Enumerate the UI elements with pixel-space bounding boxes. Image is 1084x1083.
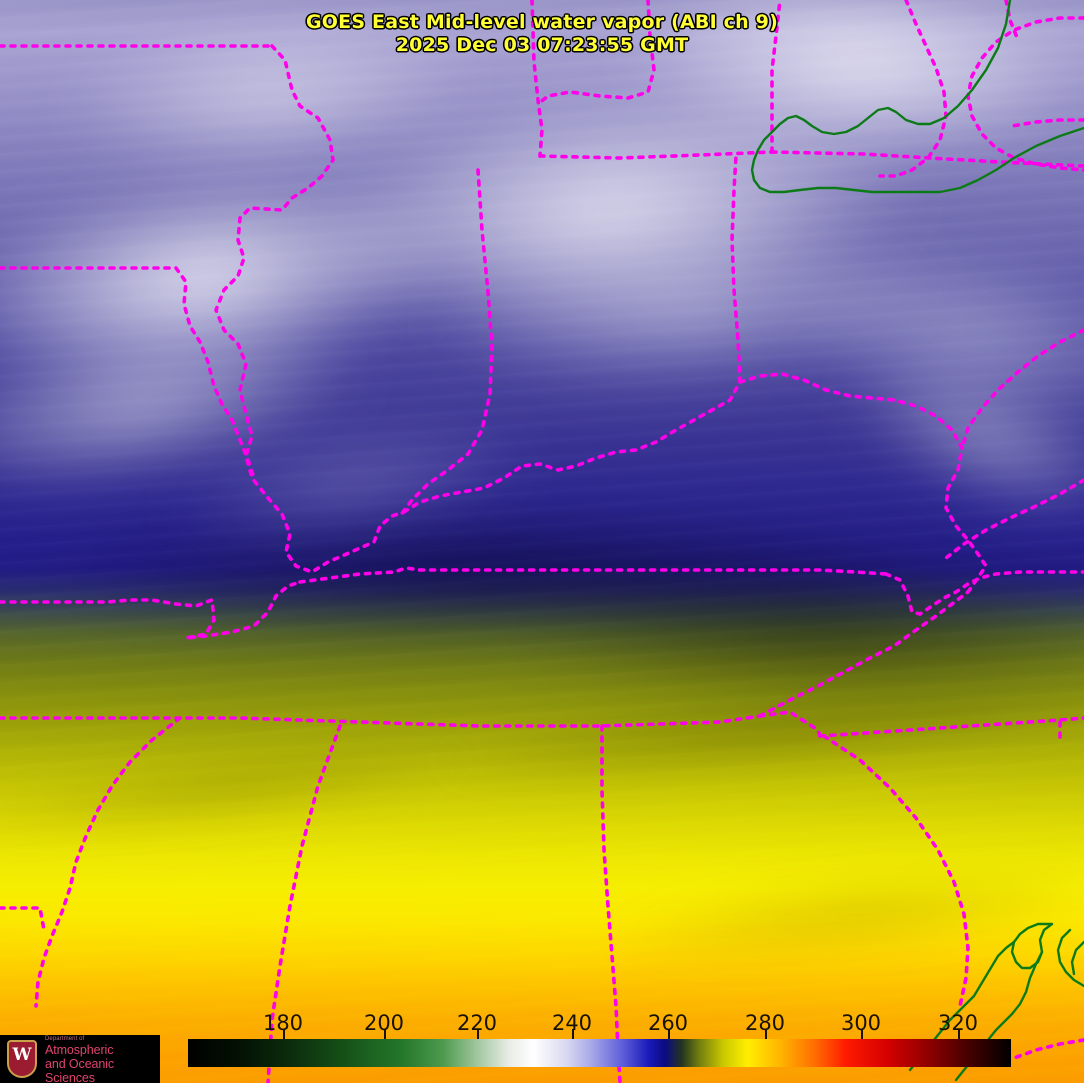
coastlines (750, 0, 1084, 1082)
colorbar-tick-mark (958, 1029, 960, 1039)
colorbar-gradient (188, 1039, 1011, 1067)
logo-department-label: Department of (45, 1035, 85, 1042)
colorbar-tick-mark (668, 1029, 670, 1039)
logo-line-1: Atmospheric (45, 1042, 114, 1057)
crest-shield-shape (7, 1040, 37, 1078)
uw-aos-logo: W Department of Atmospheric and Oceanic … (0, 1035, 160, 1083)
colorbar-tick-mark (384, 1029, 386, 1039)
logo-line-2: and Oceanic Sciences (45, 1056, 115, 1083)
colorbar-tick-mark (765, 1029, 767, 1039)
crest-letter: W (12, 1045, 32, 1065)
colorbar-tick-mark (283, 1029, 285, 1039)
colorbar-tick-mark (572, 1029, 574, 1039)
logo-text-block: Department of Atmospheric and Oceanic Sc… (45, 1035, 160, 1083)
w-crest-icon: W (4, 1038, 40, 1080)
colorbar-tick-labels: 180 200 220 240 260 280 300 320 (0, 1011, 1084, 1037)
colorbar-tick-mark (861, 1029, 863, 1039)
colorbar-tick-mark (477, 1029, 479, 1039)
